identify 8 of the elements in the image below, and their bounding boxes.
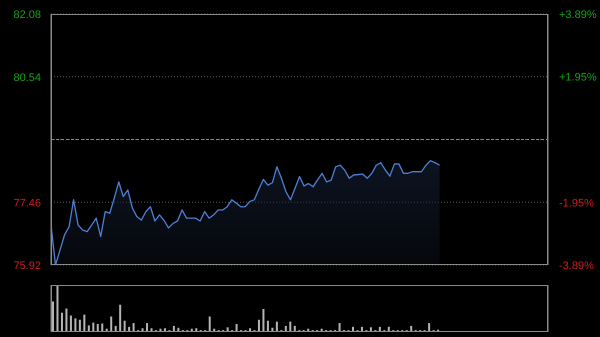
y2-tick-label: +3.89% xyxy=(559,9,597,21)
y-tick-label: 77.46 xyxy=(13,197,41,210)
y-tick-label: 75.92 xyxy=(13,260,41,272)
y2-tick-label: -3.89% xyxy=(559,260,594,272)
y2-tick-label: +1.95% xyxy=(559,72,597,84)
y-tick-label: 82.08 xyxy=(13,9,41,21)
y2-tick-label: -1.95% xyxy=(559,197,594,210)
y-tick-label: 80.54 xyxy=(13,72,41,84)
